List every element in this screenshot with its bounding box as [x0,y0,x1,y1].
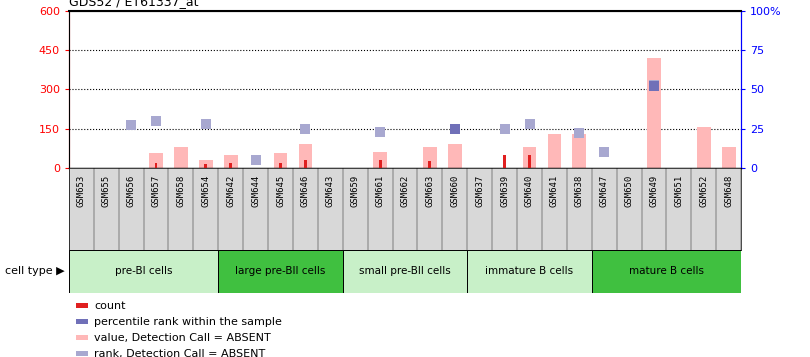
Text: GSM645: GSM645 [276,174,285,207]
Text: GSM643: GSM643 [326,174,335,207]
Text: GSM654: GSM654 [202,174,211,207]
Text: GSM642: GSM642 [226,174,235,207]
Text: percentile rank within the sample: percentile rank within the sample [95,317,282,327]
Bar [218,250,343,293]
Bar [304,160,307,168]
Bar [174,147,188,168]
Bar [343,250,467,293]
Bar [697,127,710,168]
Text: GSM652: GSM652 [699,174,708,207]
Text: GSM660: GSM660 [450,174,459,207]
Text: value, Detection Call = ABSENT: value, Detection Call = ABSENT [95,333,271,343]
Bar [75,335,87,340]
Text: GSM658: GSM658 [177,174,185,207]
Bar [299,144,312,168]
Bar [647,58,661,168]
Point [448,126,461,131]
Text: GSM647: GSM647 [599,174,608,207]
Text: GSM662: GSM662 [400,174,410,207]
Bar [548,134,561,168]
Text: GSM639: GSM639 [500,174,509,207]
Bar [503,155,506,168]
Bar [204,164,207,168]
Text: GSM656: GSM656 [126,174,135,207]
Bar [224,155,237,168]
Bar [467,250,592,293]
Point [573,130,586,136]
Text: GSM649: GSM649 [650,174,659,207]
Text: immature B cells: immature B cells [485,266,573,276]
Text: small pre-BII cells: small pre-BII cells [359,266,451,276]
Point [249,157,262,163]
Bar [448,144,462,168]
Bar [149,154,163,168]
Bar [423,147,437,168]
Text: GSM653: GSM653 [77,174,86,207]
Text: GDS52 / ET61337_at: GDS52 / ET61337_at [69,0,198,8]
Bar [592,250,741,293]
Bar [69,250,218,293]
Text: GSM637: GSM637 [475,174,484,207]
Text: GSM640: GSM640 [525,174,534,207]
Point [299,126,312,131]
Bar [522,147,536,168]
Bar [155,162,157,168]
Bar [378,160,382,168]
Point [498,126,511,131]
Point [523,121,536,127]
Bar [373,152,387,168]
Text: large pre-BII cells: large pre-BII cells [236,266,326,276]
Text: GSM661: GSM661 [376,174,385,207]
Bar [428,161,432,168]
Bar [75,351,87,356]
Point [647,83,660,89]
Bar [75,319,87,324]
Text: GSM638: GSM638 [575,174,584,207]
Text: GSM657: GSM657 [151,174,160,207]
Text: rank, Detection Call = ABSENT: rank, Detection Call = ABSENT [95,349,266,357]
Text: GSM644: GSM644 [251,174,260,207]
Text: GSM659: GSM659 [351,174,360,207]
Point [125,122,138,128]
Text: cell type ▶: cell type ▶ [5,266,65,276]
Bar [274,154,288,168]
Text: GSM650: GSM650 [625,174,633,207]
Text: count: count [95,301,126,311]
Point [373,129,386,135]
Bar [199,160,213,168]
Text: GSM646: GSM646 [301,174,310,207]
Bar [722,147,735,168]
Point [150,118,163,124]
Text: GSM648: GSM648 [724,174,733,207]
Bar [528,155,531,168]
Text: mature B cells: mature B cells [629,266,704,276]
Point [647,82,660,87]
Bar [229,162,232,168]
Point [448,126,461,131]
Text: GSM663: GSM663 [425,174,434,207]
Text: GSM655: GSM655 [102,174,111,207]
Text: GSM651: GSM651 [675,174,684,207]
Bar [279,162,282,168]
Point [598,149,611,155]
Bar [75,303,87,308]
Point [199,121,212,127]
Text: pre-BI cells: pre-BI cells [115,266,173,276]
Bar [573,134,586,168]
Text: GSM641: GSM641 [550,174,559,207]
